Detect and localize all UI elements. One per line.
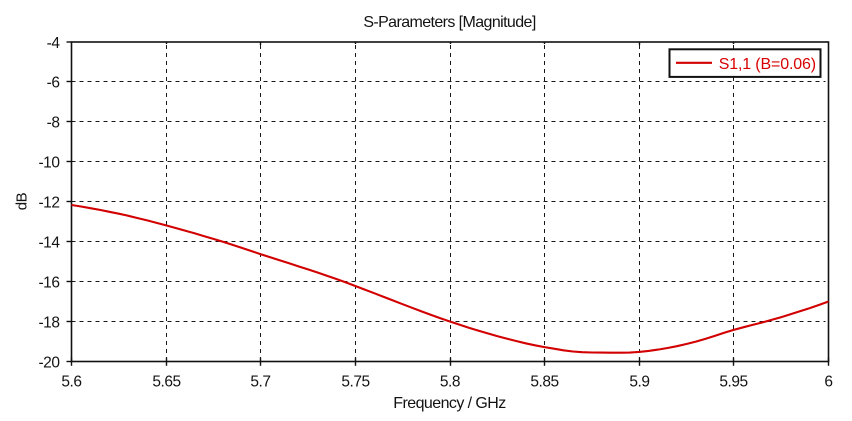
- svg-text:-10: -10: [38, 155, 60, 172]
- svg-text:Frequency / GHz: Frequency / GHz: [393, 395, 506, 412]
- svg-text:5.85: 5.85: [530, 374, 558, 391]
- svg-text:-8: -8: [47, 115, 60, 132]
- svg-text:5.65: 5.65: [152, 374, 180, 391]
- svg-text:-20: -20: [38, 354, 60, 371]
- svg-text:5.9: 5.9: [629, 374, 649, 391]
- svg-text:-18: -18: [38, 314, 59, 331]
- svg-text:6: 6: [824, 374, 832, 391]
- svg-text:S1,1 (B=0.06): S1,1 (B=0.06): [719, 56, 816, 73]
- svg-text:-4: -4: [47, 35, 61, 52]
- svg-text:-14: -14: [38, 235, 60, 252]
- svg-text:5.95: 5.95: [719, 374, 747, 391]
- svg-text:5.8: 5.8: [440, 374, 460, 391]
- svg-text:dB: dB: [14, 192, 31, 210]
- svg-text:-12: -12: [38, 195, 59, 212]
- svg-text:5.75: 5.75: [341, 374, 369, 391]
- svg-text:5.6: 5.6: [61, 374, 81, 391]
- svg-text:-16: -16: [38, 274, 59, 291]
- svg-text:-6: -6: [47, 75, 60, 92]
- svg-text:5.7: 5.7: [250, 374, 270, 391]
- svg-text:S-Parameters [Magnitude]: S-Parameters [Magnitude]: [363, 14, 536, 31]
